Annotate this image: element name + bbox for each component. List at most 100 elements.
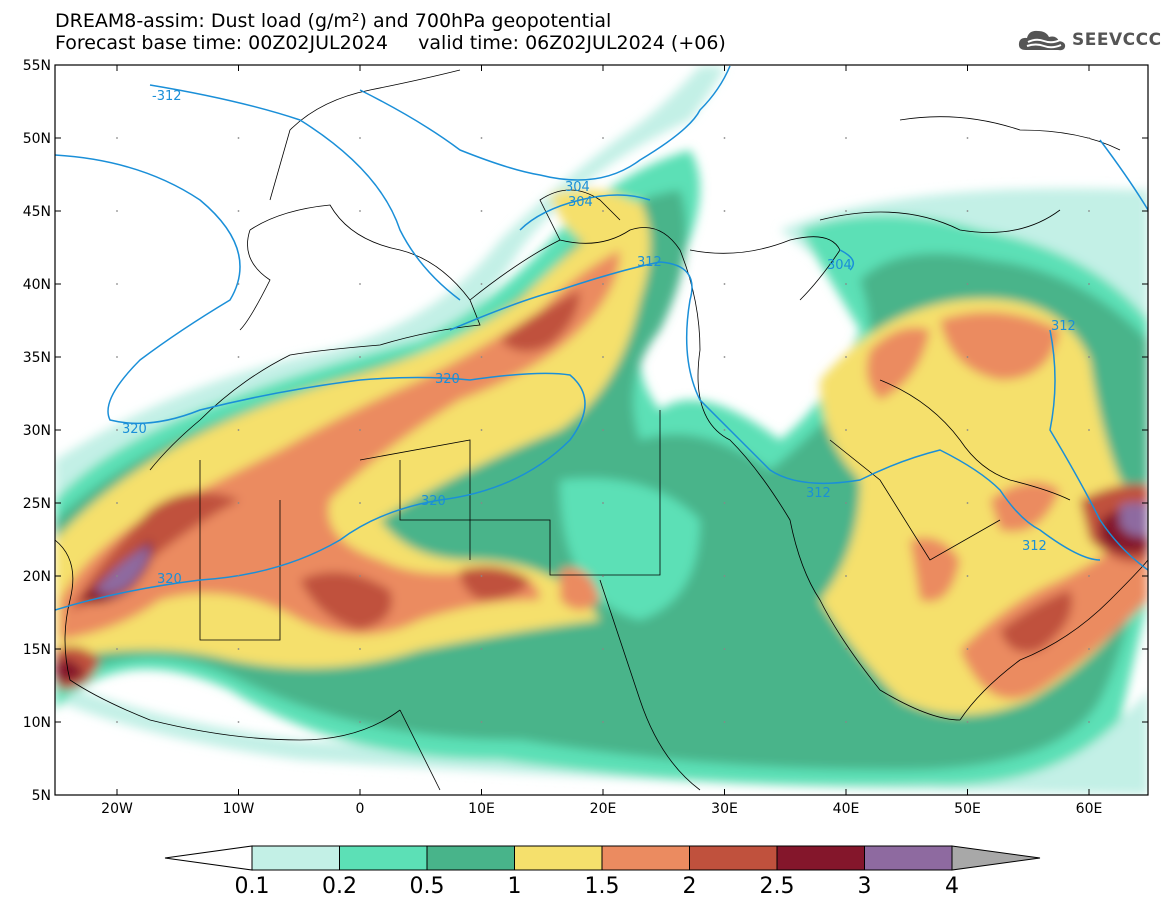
lat-label: 40N [23, 277, 51, 293]
grid-dot [480, 648, 483, 650]
lon-label: 60E [1076, 801, 1103, 817]
colorbar: 0.1 0.2 0.5 1 1.5 2 2.5 3 4 [164, 845, 1041, 899]
colorbar-label: 2 [683, 874, 697, 899]
colorbar-over-arrow [951, 845, 1041, 871]
grid-dot [116, 210, 118, 212]
contour-label: 312 [637, 255, 662, 270]
grid-dot [723, 648, 726, 650]
colorbar-swatch [776, 845, 865, 871]
colorbar-label: 0.5 [410, 874, 445, 899]
contour-label: 304 [565, 180, 590, 195]
grid-dot [723, 721, 726, 723]
grid-dot [237, 429, 240, 431]
colorbar-swatch [864, 845, 953, 871]
contour-label: -312 [152, 89, 182, 104]
contour-label: 312 [1051, 319, 1076, 334]
colorbar-swatch [514, 845, 603, 871]
contour-label: 312 [1022, 539, 1047, 554]
grid-dot [480, 283, 483, 285]
grid-dot [1088, 648, 1090, 650]
grid-dot [723, 210, 726, 212]
grid-dot [602, 721, 604, 723]
grid-dot [480, 721, 483, 723]
grid-dot [966, 721, 969, 723]
grid-dot [1088, 210, 1090, 212]
map-title: DREAM8-assim: Dust load (g/m²) and 700hP… [55, 10, 612, 32]
logo-text: SEEVCCC [1072, 30, 1162, 50]
grid-dot [480, 575, 483, 577]
grid-dot [237, 721, 240, 723]
lat-label: 30N [23, 423, 51, 439]
grid-dot [1088, 429, 1090, 431]
grid-dot [359, 648, 361, 650]
lat-label: 45N [23, 204, 51, 220]
lon-label: 10E [468, 801, 495, 817]
colorbar-label: 0.1 [235, 874, 270, 899]
lat-label: 15N [23, 642, 51, 658]
geopotential-contours [55, 65, 1148, 611]
colorbar-swatch [251, 845, 340, 871]
grid-dot [602, 429, 604, 431]
lon-label: 20W [101, 801, 133, 817]
lat-label: 5N [32, 788, 51, 804]
dust-field [55, 65, 1148, 795]
grid-dot [480, 502, 483, 504]
colorbar-label: 0.2 [322, 874, 357, 899]
colorbar-swatch [426, 845, 515, 871]
lat-label: 25N [23, 496, 51, 512]
grid-dot [116, 356, 118, 358]
grid-dot [966, 429, 969, 431]
grid-dot [480, 210, 483, 212]
lon-label: 50E [954, 801, 981, 817]
grid-dot [966, 648, 969, 650]
grid-dot [116, 648, 118, 650]
contour-label: 320 [435, 372, 460, 387]
grid-dot [602, 210, 604, 212]
grid-dot [1088, 137, 1090, 139]
lon-label: 20E [590, 801, 617, 817]
grid-dot [845, 283, 847, 285]
colorbar-label: 4 [945, 874, 959, 899]
grid-dot [237, 137, 240, 139]
colorbar-swatch [689, 845, 778, 871]
grid-dot [1088, 575, 1090, 577]
contour-label: 312 [806, 486, 831, 501]
lon-label: 40E [833, 801, 860, 817]
grid-dot [966, 210, 969, 212]
grid-dot [845, 356, 847, 358]
lon-label: 10W [223, 801, 255, 817]
contour-label: 304 [568, 195, 593, 210]
grid-dot [845, 502, 847, 504]
grid-dot [1088, 356, 1090, 358]
grid-dot [723, 429, 726, 431]
axis-ticks: 55N 50N 45N 40N 35N 30N 25N 20N 15N 10N 5N 20W 10W 0 1… [23, 58, 1148, 817]
grid-dot [966, 283, 969, 285]
forecast-times: Forecast base time: 00Z02JUL2024 valid t… [55, 32, 726, 54]
grid-dot [480, 137, 483, 139]
grid-dot [845, 575, 847, 577]
grid-dot [966, 502, 969, 504]
colorbar-label: 3 [858, 874, 872, 899]
lon-label: 30E [711, 801, 738, 817]
grid-dot [1088, 283, 1090, 285]
colorbar-label: 1.5 [585, 874, 620, 899]
grid-dot [116, 721, 118, 723]
grid-dot [237, 210, 240, 212]
colorbar-swatch [339, 845, 428, 871]
grid-dot [359, 721, 361, 723]
grid-dot [359, 356, 361, 358]
contour-labels: -312 304 304 312 304 320 312 320 320 320… [122, 89, 1076, 587]
lat-label: 55N [23, 58, 51, 74]
grid-dot [723, 283, 726, 285]
lat-label: 35N [23, 350, 51, 366]
grid-dot [602, 575, 604, 577]
grid-dot [723, 137, 726, 139]
grid-dot [359, 283, 361, 285]
grid-dot [116, 429, 118, 431]
lat-label: 50N [23, 131, 51, 147]
colorbar-under-arrow [164, 845, 253, 871]
grid-dot [237, 648, 240, 650]
lat-label: 10N [23, 715, 51, 731]
grid-dot [359, 210, 361, 212]
